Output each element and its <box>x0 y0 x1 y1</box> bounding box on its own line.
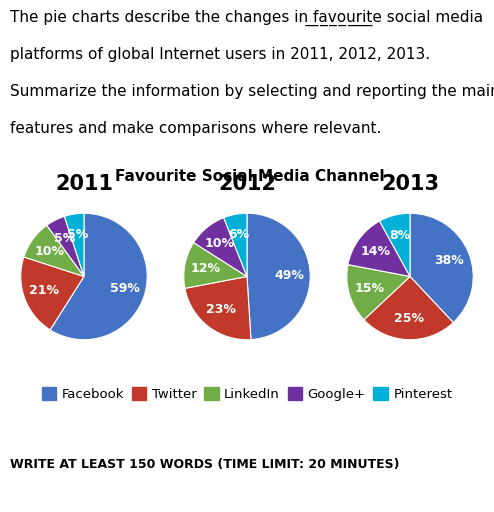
Text: 25%: 25% <box>394 312 424 325</box>
Text: 10%: 10% <box>35 245 65 258</box>
Title: 2011: 2011 <box>55 175 113 195</box>
Text: 5%: 5% <box>54 232 76 245</box>
Wedge shape <box>247 213 310 339</box>
Legend: Facebook, Twitter, LinkedIn, Google+, Pinterest: Facebook, Twitter, LinkedIn, Google+, Pi… <box>37 382 457 407</box>
Text: 14%: 14% <box>361 245 391 258</box>
Text: platforms of global Internet users in 2011, 2012, 2013.: platforms of global Internet users in 20… <box>10 47 430 61</box>
Wedge shape <box>224 213 247 276</box>
Text: Favourite Social Media Channel: Favourite Social Media Channel <box>115 169 384 184</box>
Text: 6%: 6% <box>229 228 249 241</box>
Wedge shape <box>194 218 247 276</box>
Wedge shape <box>21 257 84 330</box>
Text: 59%: 59% <box>110 282 140 295</box>
Wedge shape <box>185 276 251 339</box>
Text: 21%: 21% <box>29 284 59 297</box>
Wedge shape <box>410 213 473 323</box>
Text: The pie charts describe the changes in ̲f̲a̲v̲o̲u̲r̲i̲t̲e social media: The pie charts describe the changes in ̲… <box>10 10 483 26</box>
Wedge shape <box>379 213 410 276</box>
Text: 49%: 49% <box>274 269 304 282</box>
Text: Summarize the information by selecting and reporting the main: Summarize the information by selecting a… <box>10 84 494 99</box>
Text: 15%: 15% <box>354 282 384 295</box>
Text: 8%: 8% <box>389 229 410 242</box>
Wedge shape <box>47 217 84 276</box>
Title: 2013: 2013 <box>381 175 439 195</box>
Wedge shape <box>24 225 84 276</box>
Text: 38%: 38% <box>435 254 464 267</box>
Wedge shape <box>348 221 410 276</box>
Text: 23%: 23% <box>206 304 236 316</box>
Wedge shape <box>347 265 410 320</box>
Text: WRITE AT LEAST 150 WORDS (TIME LIMIT: 20 MINUTES): WRITE AT LEAST 150 WORDS (TIME LIMIT: 20… <box>10 458 399 471</box>
Wedge shape <box>184 243 247 288</box>
Title: 2012: 2012 <box>218 175 276 195</box>
Wedge shape <box>50 213 147 339</box>
Wedge shape <box>64 213 84 276</box>
Text: 10%: 10% <box>205 238 235 250</box>
Text: 12%: 12% <box>190 262 220 275</box>
Wedge shape <box>364 276 453 339</box>
Text: features and make comparisons where relevant.: features and make comparisons where rele… <box>10 121 381 136</box>
Text: 5%: 5% <box>67 228 88 241</box>
